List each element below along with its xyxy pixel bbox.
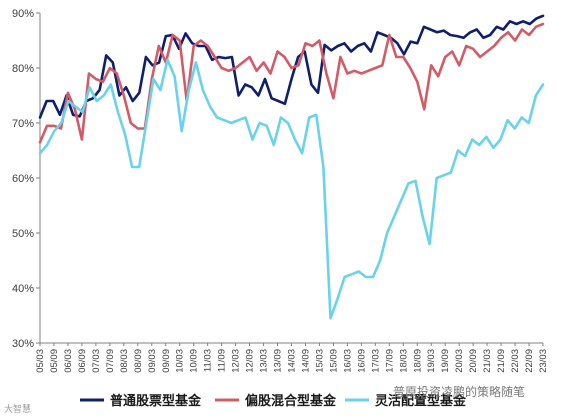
y-tick-label: 90%	[12, 8, 34, 20]
x-tick-label: 14/03	[287, 349, 298, 373]
y-tick-label: 80%	[12, 63, 34, 75]
x-tick-label: 15/09	[328, 349, 339, 373]
x-tick-label: 08/09	[133, 349, 144, 373]
x-tick-label: 06/03	[63, 349, 74, 373]
x-tick-label: 16/09	[356, 349, 367, 373]
x-axis-ticks: 05/03 05/09 06/03 06/09 07/03 07/09 08/03 08/09…	[35, 343, 549, 373]
watermark-right-text: 普原投资凌鹏的策略随笔	[393, 384, 525, 399]
chart-legend: 普通股票型基金 偏股混合型基金 灵活配置型基金	[80, 393, 467, 408]
x-tick-label: 17/09	[384, 349, 395, 373]
x-tick-label: 18/09	[412, 349, 423, 373]
x-tick-label: 05/03	[35, 349, 46, 373]
legend-label-2: 偏股混合型基金	[245, 393, 337, 408]
x-tick-label: 07/09	[105, 349, 116, 373]
x-tick-label: 16/03	[342, 349, 353, 373]
x-tick-label: 05/09	[49, 349, 60, 373]
watermark-left-text: 大智慧	[4, 403, 31, 414]
x-tick-label: 15/03	[314, 349, 325, 373]
x-tick-label: 21/03	[482, 349, 493, 373]
x-tick-label: 10/09	[189, 349, 200, 373]
x-tick-label: 22/03	[510, 349, 521, 373]
x-tick-label: 22/09	[524, 349, 535, 373]
x-tick-label: 19/03	[426, 349, 437, 373]
y-tick-label: 70%	[12, 118, 34, 130]
x-tick-label: 12/03	[231, 349, 242, 373]
series-lines	[38, 14, 545, 320]
series-line-3	[38, 58, 545, 320]
y-axis-ticks: 30% 40% 50% 60% 70% 80% 90%	[12, 8, 40, 350]
series-line-2	[38, 22, 545, 144]
y-tick-label: 50%	[12, 228, 34, 240]
y-tick-label: 30%	[12, 338, 34, 350]
x-tick-label: 11/03	[203, 349, 214, 372]
x-tick-label: 06/09	[77, 349, 88, 373]
x-tick-label: 17/03	[370, 349, 381, 373]
x-tick-label: 09/09	[161, 349, 172, 373]
x-tick-label: 21/09	[496, 349, 507, 373]
x-tick-label: 14/09	[300, 349, 311, 373]
series-line-1	[38, 14, 545, 119]
x-tick-label: 11/09	[217, 349, 228, 372]
x-tick-label: 10/03	[175, 349, 186, 373]
x-tick-label: 07/03	[91, 349, 102, 373]
x-tick-label: 19/09	[440, 349, 451, 373]
x-tick-label: 08/03	[119, 349, 130, 373]
x-tick-label: 13/09	[273, 349, 284, 373]
legend-label-1: 普通股票型基金	[110, 393, 202, 408]
x-tick-label: 12/09	[245, 349, 256, 373]
x-tick-label: 09/03	[147, 349, 158, 373]
y-tick-label: 40%	[12, 283, 34, 295]
legend-label-3: 灵活配置型基金	[375, 393, 467, 408]
y-tick-label: 60%	[12, 173, 34, 185]
x-tick-label: 20/03	[454, 349, 465, 373]
x-tick-label: 13/03	[259, 349, 270, 373]
x-tick-label: 23/03	[538, 349, 549, 373]
x-tick-label: 18/03	[398, 349, 409, 373]
chart-axes	[39, 13, 543, 344]
x-tick-label: 20/09	[468, 349, 479, 373]
watermark: 大智慧 普原投资凌鹏的策略随笔	[4, 384, 525, 414]
